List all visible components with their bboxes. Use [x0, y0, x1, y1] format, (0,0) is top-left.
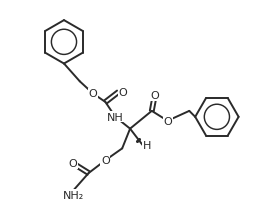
Text: O: O — [163, 116, 172, 126]
Text: O: O — [118, 88, 127, 98]
Text: NH₂: NH₂ — [63, 190, 85, 200]
Text: NH: NH — [107, 112, 124, 122]
Text: O: O — [101, 156, 110, 165]
Text: O: O — [69, 158, 77, 168]
Text: O: O — [150, 91, 159, 101]
Text: H: H — [143, 141, 151, 151]
Text: O: O — [88, 89, 97, 99]
